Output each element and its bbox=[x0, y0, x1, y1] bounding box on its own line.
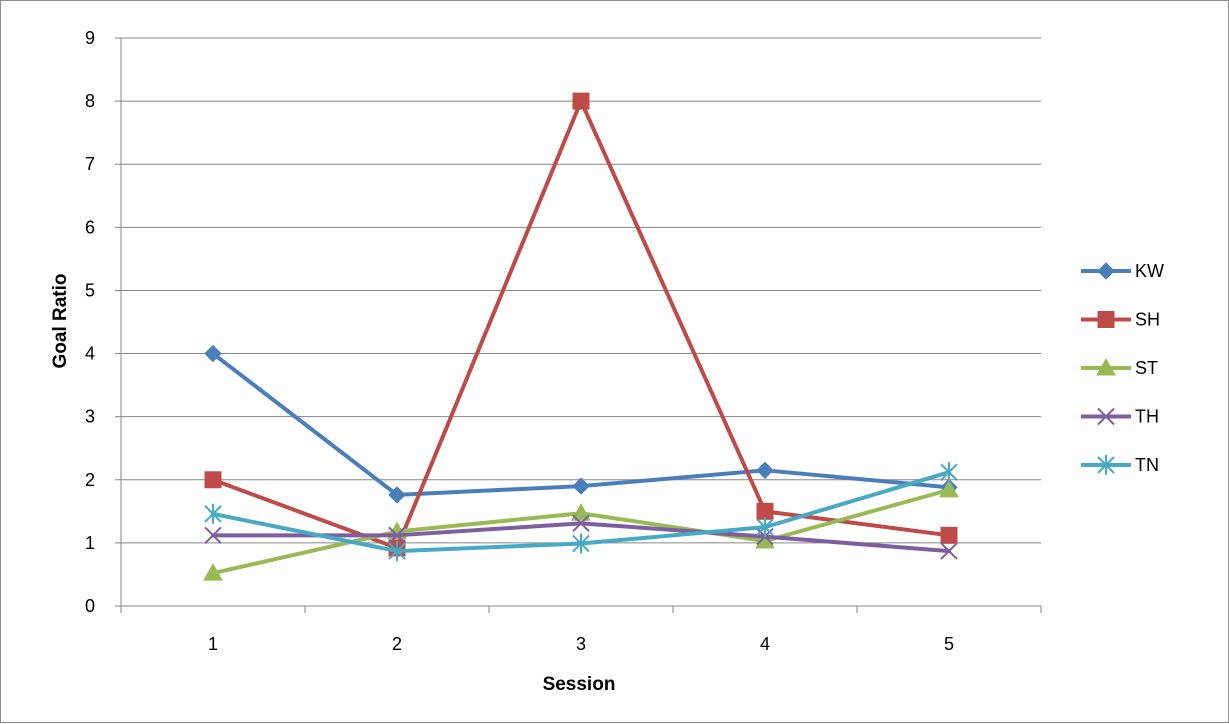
y-tick-label: 9 bbox=[85, 28, 95, 48]
y-tick-label: 5 bbox=[85, 280, 95, 300]
series-line bbox=[211, 487, 951, 576]
data-point bbox=[939, 479, 959, 498]
legend-label: ST bbox=[1135, 358, 1158, 378]
data-point bbox=[388, 486, 406, 504]
y-tick-label: 8 bbox=[85, 91, 95, 111]
y-tick-label: 7 bbox=[85, 154, 95, 174]
data-point bbox=[388, 541, 406, 562]
legend-label: TN bbox=[1135, 455, 1159, 475]
data-point bbox=[572, 533, 590, 554]
x-axis-title: Session bbox=[543, 674, 616, 695]
y-tick-label: 2 bbox=[85, 470, 95, 490]
series-st bbox=[203, 479, 959, 581]
series-group bbox=[203, 92, 959, 581]
legend-label: KW bbox=[1135, 261, 1164, 281]
y-tick-labels: 0 1 2 3 4 5 6 7 8 9 bbox=[85, 28, 95, 616]
x-tick-label: 5 bbox=[944, 634, 954, 654]
legend-marker bbox=[1096, 357, 1116, 376]
x-tick-label: 3 bbox=[576, 634, 586, 654]
legend-item-sh: SH bbox=[1081, 310, 1160, 330]
y-tick-label: 1 bbox=[85, 533, 95, 553]
y-tick-label: 3 bbox=[85, 407, 95, 427]
x-tick-label: 2 bbox=[392, 634, 402, 654]
data-point bbox=[388, 526, 406, 545]
data-point bbox=[572, 514, 590, 533]
data-point bbox=[571, 503, 591, 521]
series-tn bbox=[204, 462, 958, 562]
data-point bbox=[940, 526, 958, 544]
legend-item-th: TH bbox=[1081, 407, 1159, 427]
series-line bbox=[211, 351, 951, 497]
legend-marker bbox=[1097, 262, 1115, 280]
data-point bbox=[203, 563, 223, 581]
y-tick-label: 0 bbox=[85, 596, 95, 616]
gridlines bbox=[121, 37, 1041, 544]
legend: KW SH ST TH TN bbox=[1081, 261, 1164, 475]
legend-item-tn: TN bbox=[1081, 455, 1159, 475]
data-point bbox=[204, 503, 222, 524]
legend-item-kw: KW bbox=[1081, 261, 1164, 281]
data-point bbox=[940, 462, 958, 483]
legend-item-st: ST bbox=[1081, 357, 1158, 378]
x-tick-labels: 1 2 3 4 5 bbox=[208, 634, 954, 654]
y-axis-title: Goal Ratio bbox=[50, 273, 71, 368]
data-point bbox=[572, 477, 590, 495]
x-tick-label: 1 bbox=[208, 634, 218, 654]
legend-label: SH bbox=[1135, 310, 1160, 330]
legend-marker bbox=[1097, 311, 1115, 328]
x-tick-label: 4 bbox=[760, 634, 770, 654]
legend-marker bbox=[1097, 407, 1115, 426]
legend-label: TH bbox=[1135, 407, 1159, 427]
y-tick-label: 6 bbox=[85, 217, 95, 237]
legend-marker bbox=[1097, 455, 1115, 475]
data-point bbox=[204, 471, 222, 489]
data-point bbox=[204, 344, 222, 363]
data-point bbox=[204, 526, 222, 545]
axes bbox=[115, 37, 1042, 613]
data-point bbox=[756, 461, 774, 480]
data-point bbox=[756, 517, 774, 538]
data-point bbox=[940, 542, 958, 560]
data-point bbox=[572, 92, 590, 110]
y-tick-label: 4 bbox=[85, 344, 95, 364]
data-point bbox=[756, 502, 774, 520]
